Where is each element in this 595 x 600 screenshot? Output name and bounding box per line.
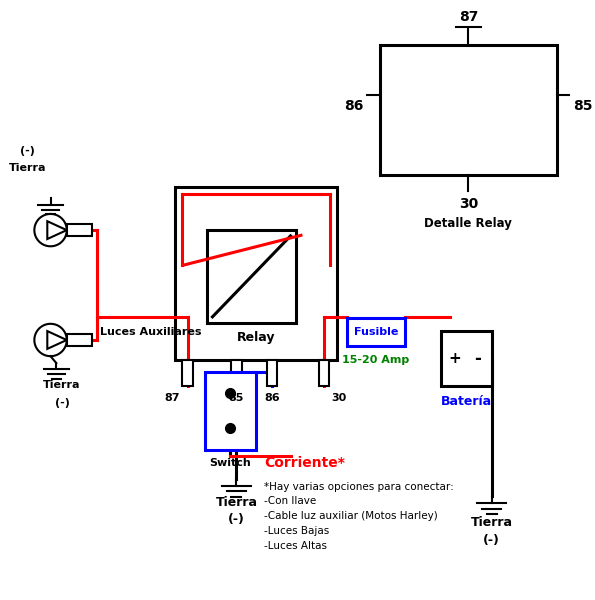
Text: Switch: Switch	[209, 458, 251, 468]
Bar	[380, 45, 556, 175]
Text: (-): (-)	[55, 398, 70, 408]
Text: Tierra: Tierra	[43, 380, 81, 391]
Text: (-): (-)	[228, 514, 245, 526]
Text: 87: 87	[459, 10, 478, 24]
Text: 30: 30	[459, 197, 478, 211]
Bar	[175, 187, 337, 360]
Text: Fusible: Fusible	[354, 327, 398, 337]
Bar	[347, 318, 405, 346]
Text: +: +	[449, 351, 462, 366]
Bar	[183, 360, 193, 386]
Bar	[319, 360, 329, 386]
Bar	[67, 334, 92, 346]
Text: Tierra: Tierra	[9, 163, 46, 173]
Text: 87: 87	[165, 393, 180, 403]
Text: 85: 85	[573, 99, 592, 113]
Bar	[206, 230, 296, 323]
Text: Tierra: Tierra	[215, 496, 258, 509]
Bar	[441, 331, 491, 386]
Text: (-): (-)	[20, 146, 35, 156]
Text: Tierra: Tierra	[471, 517, 513, 529]
Text: (-): (-)	[483, 534, 500, 547]
Bar	[205, 372, 256, 450]
Bar	[267, 360, 277, 386]
Text: *Hay varias opciones para conectar:
-Con llave
-Cable luz auxiliar (Motos Harley: *Hay varias opciones para conectar: -Con…	[265, 482, 454, 551]
Text: 86: 86	[264, 393, 280, 403]
Text: 86: 86	[345, 99, 364, 113]
Text: Corriente*: Corriente*	[265, 455, 345, 470]
Text: -: -	[474, 350, 481, 368]
Text: 85: 85	[228, 393, 244, 403]
Text: Relay: Relay	[237, 331, 275, 344]
Text: 15-20 Amp: 15-20 Amp	[343, 355, 410, 365]
Text: Batería: Batería	[441, 395, 492, 409]
Bar	[231, 360, 242, 386]
Text: 30: 30	[331, 393, 347, 403]
Text: Luces Auxiliares: Luces Auxiliares	[100, 327, 201, 337]
Bar	[67, 224, 92, 236]
Text: Detalle Relay: Detalle Relay	[424, 217, 512, 230]
